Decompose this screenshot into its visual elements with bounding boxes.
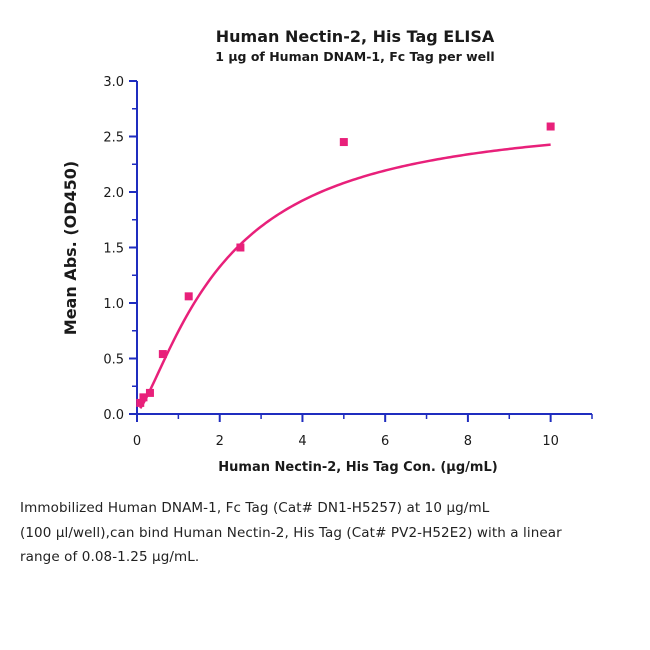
data-points <box>136 122 555 407</box>
axes: 0.0 0.5 1.0 1.5 2.0 2.5 3.0 0 2 4 6 8 10 <box>103 75 593 449</box>
chart-title: Human Nectin-2, His Tag ELISA <box>216 27 495 46</box>
fit-curve <box>139 143 551 409</box>
x-axis-label: Human Nectin-2, His Tag Con. (μg/mL) <box>218 460 497 475</box>
x-tick-label: 10 <box>542 434 559 449</box>
y-tick-label: 1.0 <box>103 297 124 312</box>
caption-line: (100 μl/well),can bind Human Nectin-2, H… <box>20 524 562 541</box>
x-tick-label: 2 <box>216 434 224 449</box>
data-point <box>136 398 145 407</box>
y-tick-label: 2.0 <box>103 186 124 201</box>
x-tick-label: 0 <box>133 434 141 449</box>
caption-line: Immobilized Human DNAM-1, Fc Tag (Cat# D… <box>20 500 490 516</box>
y-tick-label: 2.5 <box>103 131 124 146</box>
y-axis-label: Mean Abs. (OD450) <box>61 161 80 335</box>
chart-canvas: Human Nectin-2, His Tag ELISA 1 μg of Hu… <box>61 27 593 475</box>
caption-line: range of 0.08-1.25 μg/mL. <box>20 549 200 565</box>
data-point <box>339 138 348 147</box>
data-point <box>139 393 148 402</box>
data-point <box>184 292 193 301</box>
data-point <box>145 388 154 397</box>
x-tick-label: 6 <box>381 434 389 449</box>
data-point <box>236 243 245 252</box>
x-tick-label: 8 <box>464 434 472 449</box>
chart-subtitle: 1 μg of Human DNAM-1, Fc Tag per well <box>215 49 494 64</box>
y-tick-label: 0.5 <box>103 353 124 368</box>
x-tick-label: 4 <box>298 434 306 449</box>
fit-curve-layer <box>139 143 551 409</box>
figure-caption: Immobilized Human DNAM-1, Fc Tag (Cat# D… <box>20 496 632 570</box>
y-tick-label: 0.0 <box>103 408 124 423</box>
elisa-chart: Human Nectin-2, His Tag ELISA 1 μg of Hu… <box>61 27 593 475</box>
data-point <box>158 350 167 359</box>
data-point <box>546 122 555 131</box>
y-tick-label: 3.0 <box>103 75 124 90</box>
y-tick-label: 1.5 <box>103 242 124 257</box>
